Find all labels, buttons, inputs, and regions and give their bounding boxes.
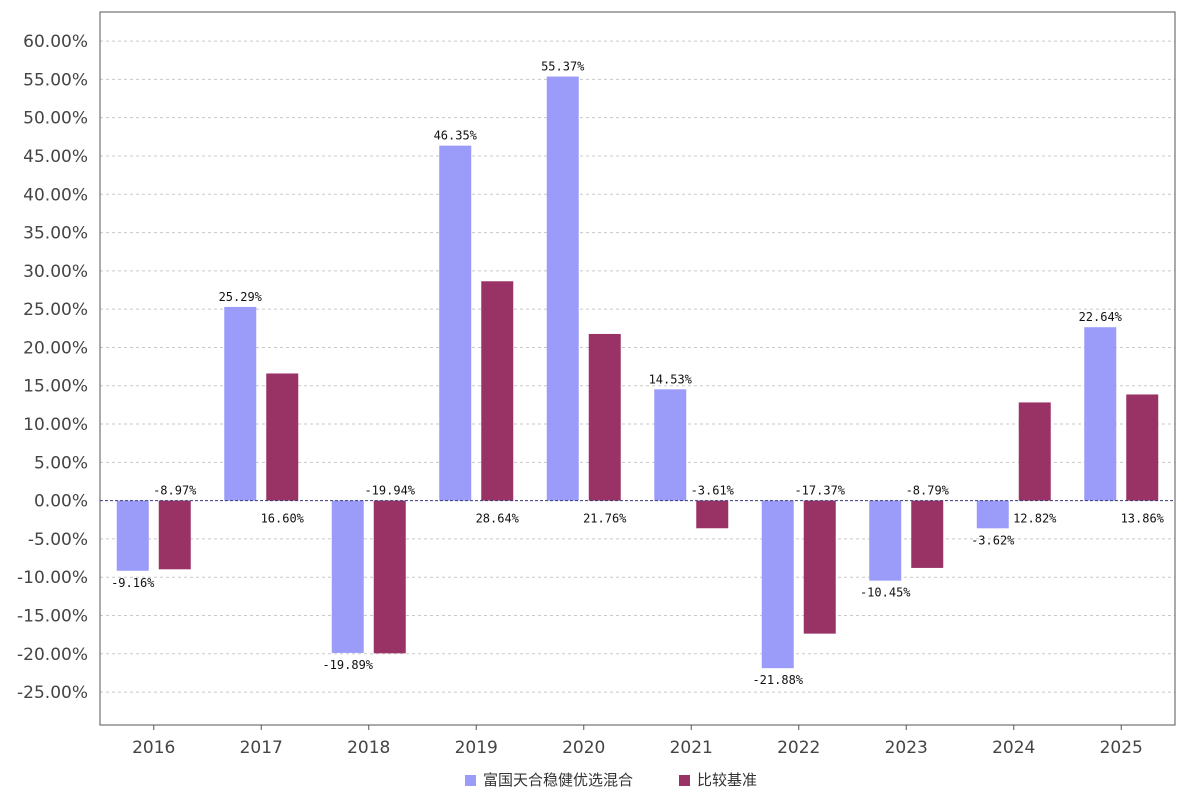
bar-fund bbox=[976, 500, 1009, 529]
x-tick-label: 2023 bbox=[885, 738, 928, 758]
data-label: -21.88% bbox=[752, 673, 803, 687]
bar-benchmark bbox=[158, 500, 191, 570]
y-tick-label: 0.00% bbox=[34, 492, 88, 512]
data-label: -3.61% bbox=[691, 484, 735, 498]
plot-frame bbox=[99, 11, 1176, 726]
data-label: 12.82% bbox=[1013, 512, 1057, 526]
y-tick-label: 30.00% bbox=[23, 262, 88, 282]
y-tick-label: 50.00% bbox=[23, 109, 88, 129]
y-tick-label: 55.00% bbox=[23, 70, 88, 90]
y-tick-label: 60.00% bbox=[23, 32, 88, 52]
data-label: -17.37% bbox=[794, 484, 845, 498]
bar-benchmark bbox=[1126, 394, 1159, 501]
x-tick-label: 2024 bbox=[992, 738, 1035, 758]
bar-fund bbox=[1084, 327, 1117, 501]
data-label: 14.53% bbox=[649, 372, 693, 386]
data-label-layer: -9.16% -8.97% 25.29% 16.60% -19.89% -19.94% 46… bbox=[111, 60, 1165, 688]
bar-benchmark bbox=[588, 333, 621, 501]
axis-layer: 60.00% 55.00% 50.00% 45.00% 40.00% 35.00% 30.0… bbox=[17, 11, 1176, 758]
data-label: -3.62% bbox=[971, 533, 1015, 547]
y-tick-label: -15.00% bbox=[17, 606, 88, 626]
data-label: -9.16% bbox=[111, 576, 155, 590]
y-tick-label: -25.00% bbox=[17, 683, 88, 703]
x-tick-label: 2020 bbox=[562, 738, 605, 758]
grid-layer bbox=[100, 40, 1175, 693]
x-tick-label: 2022 bbox=[777, 738, 820, 758]
y-tick-label: 10.00% bbox=[23, 415, 88, 435]
data-label: 22.64% bbox=[1079, 310, 1123, 324]
x-tick-label: 2018 bbox=[347, 738, 390, 758]
legend-swatch bbox=[679, 775, 690, 786]
bar-fund bbox=[546, 76, 579, 501]
bar-fund bbox=[439, 145, 472, 501]
data-label: 46.35% bbox=[434, 129, 478, 143]
bar-layer bbox=[116, 76, 1159, 669]
data-label: 13.86% bbox=[1121, 512, 1165, 526]
legend: 富国天合稳健优选混合 比较基准 bbox=[465, 771, 757, 789]
y-tick-label: 20.00% bbox=[23, 338, 88, 358]
x-tick-label: 2021 bbox=[670, 738, 713, 758]
bar-benchmark bbox=[696, 500, 729, 529]
bar-fund bbox=[761, 500, 794, 669]
y-tick-label: -10.00% bbox=[17, 568, 88, 588]
y-tick-label: 35.00% bbox=[23, 224, 88, 244]
y-tick-label: 45.00% bbox=[23, 147, 88, 167]
y-tick-label: -20.00% bbox=[17, 645, 88, 665]
y-tick-label: 40.00% bbox=[23, 185, 88, 205]
data-label: 21.76% bbox=[583, 512, 627, 526]
data-label: -10.45% bbox=[860, 586, 911, 600]
legend-swatch bbox=[465, 775, 476, 786]
x-tick-label: 2025 bbox=[1100, 738, 1143, 758]
y-tick-label: 15.00% bbox=[23, 377, 88, 397]
data-label: 28.64% bbox=[476, 512, 520, 526]
bar-fund bbox=[224, 306, 257, 501]
bar-benchmark bbox=[1018, 402, 1051, 501]
x-tick-label: 2019 bbox=[455, 738, 498, 758]
legend-entry: 富国天合稳健优选混合 bbox=[483, 771, 633, 789]
y-tick-label: 5.00% bbox=[34, 453, 88, 473]
x-tick-label: 2016 bbox=[132, 738, 175, 758]
data-label: 55.37% bbox=[541, 60, 585, 74]
data-label: -8.97% bbox=[153, 484, 197, 498]
bar-benchmark bbox=[803, 500, 836, 634]
data-label: -19.89% bbox=[322, 658, 373, 672]
bar-benchmark bbox=[481, 281, 514, 501]
legend-entry: 比较基准 bbox=[697, 771, 757, 789]
y-tick-label: 25.00% bbox=[23, 300, 88, 320]
bar-fund bbox=[116, 500, 149, 571]
bar-fund bbox=[331, 500, 364, 653]
data-label: -8.79% bbox=[906, 484, 950, 498]
data-label: 25.29% bbox=[219, 290, 263, 304]
y-tick-label: -5.00% bbox=[28, 530, 88, 550]
bar-benchmark bbox=[373, 500, 406, 654]
bar-fund bbox=[869, 500, 902, 581]
bar-fund bbox=[654, 389, 687, 501]
data-label: 16.60% bbox=[261, 512, 305, 526]
bar-benchmark bbox=[266, 373, 299, 501]
data-label: -19.94% bbox=[364, 484, 415, 498]
bar-benchmark bbox=[911, 500, 944, 568]
x-tick-label: 2017 bbox=[240, 738, 283, 758]
